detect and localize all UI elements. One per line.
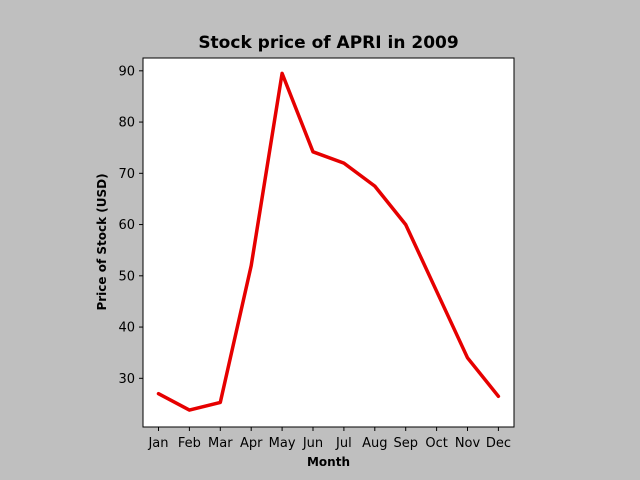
x-tick-label: Mar: [208, 436, 233, 451]
x-axis-ticks: Jan Feb Mar Apr May Jun Jul Aug Sep Oct Nov Dec: [147, 427, 511, 451]
x-tick-label: Jan: [147, 436, 168, 451]
x-tick-label: Jul: [335, 436, 352, 451]
y-tick-label: 30: [118, 372, 135, 387]
y-tick-label: 80: [118, 116, 135, 131]
y-axis-label: Price of Stock (USD): [95, 173, 109, 310]
x-axis-label: Month: [307, 455, 350, 469]
x-tick-label: Aug: [362, 436, 387, 451]
x-tick-label: Nov: [455, 436, 481, 451]
chart-title: Stock price of APRI in 2009: [198, 33, 458, 53]
price-series-line: [156, 71, 501, 412]
plot-area: [142, 57, 515, 428]
y-tick-label: 90: [118, 64, 135, 79]
y-axis-ticks: 30 40 50 60 70 80 90: [118, 64, 143, 387]
x-tick-label: Oct: [425, 436, 447, 451]
y-tick-label: 60: [118, 218, 135, 233]
x-tick-label: Sep: [393, 436, 418, 451]
x-tick-label: Apr: [240, 436, 263, 451]
y-tick-label: 70: [118, 167, 135, 182]
x-tick-label: Dec: [486, 436, 511, 451]
y-tick-label: 40: [118, 321, 135, 336]
x-tick-label: Feb: [178, 436, 201, 451]
y-tick-label: 50: [118, 269, 135, 284]
x-tick-label: Jun: [302, 436, 323, 451]
x-tick-label: May: [269, 436, 296, 451]
